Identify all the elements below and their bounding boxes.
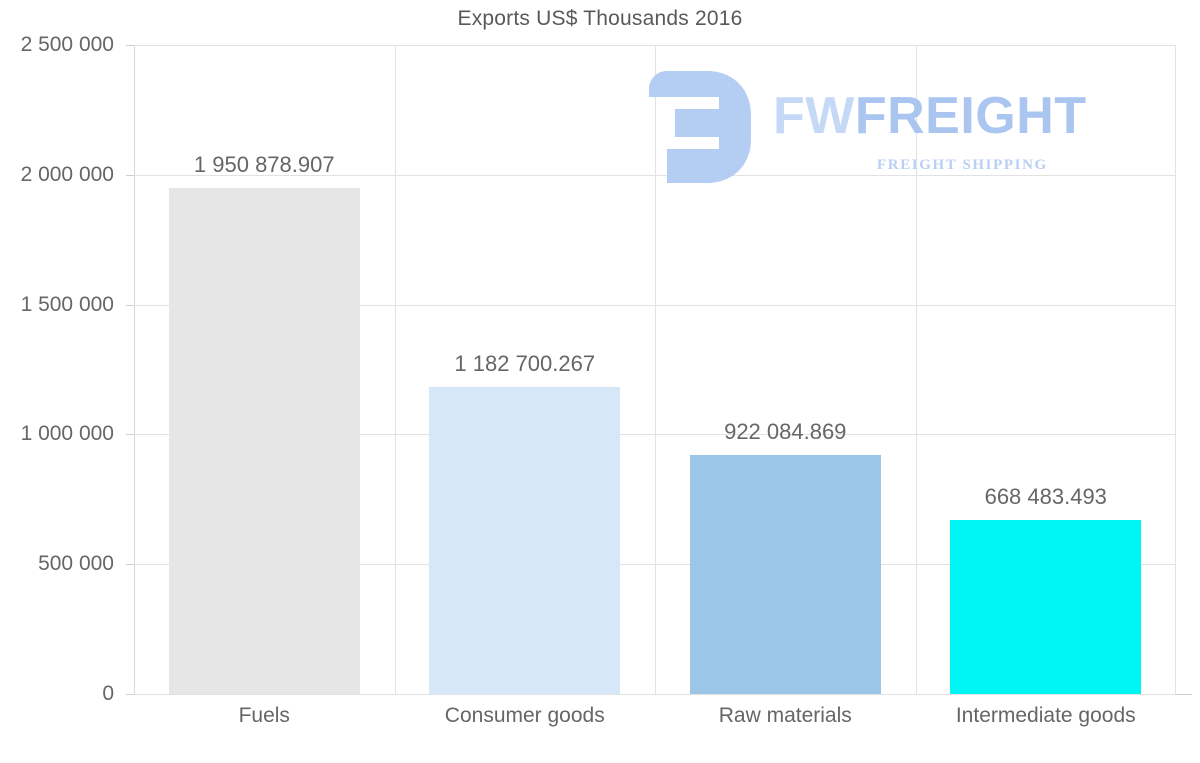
bar-value-label: 922 084.869 <box>724 418 847 444</box>
bar[interactable] <box>950 520 1142 694</box>
y-axis-tick-mark <box>126 174 134 176</box>
y-axis-tick-mark <box>126 694 134 695</box>
y-axis-tick-label: 0 <box>102 682 114 705</box>
x-axis-category-label: Intermediate goods <box>955 704 1136 727</box>
plot-area <box>134 45 1176 695</box>
y-axis-tick-label: 2 500 000 <box>20 33 114 56</box>
bar[interactable] <box>168 187 360 694</box>
chart-title: Exports US$ Thousands 2016 <box>457 7 743 30</box>
y-axis-tick-mark <box>126 564 134 566</box>
x-axis-category-label: Fuels <box>238 704 290 727</box>
y-axis-tick-label: 500 000 <box>38 552 114 576</box>
gridline-vertical <box>655 45 656 694</box>
y-axis-tick-mark <box>126 45 134 46</box>
bar[interactable] <box>689 454 881 694</box>
gridline-horizontal <box>134 694 1176 695</box>
y-axis-tick-label: 2 000 000 <box>20 162 114 186</box>
gridline-vertical <box>1175 45 1176 694</box>
bar[interactable] <box>429 386 621 694</box>
y-axis-tick-mark <box>126 434 134 436</box>
bar-value-label: 1 182 700.267 <box>454 350 596 376</box>
x-axis-category-label: Consumer goods <box>444 704 605 727</box>
y-axis-tick-label: 1 500 000 <box>20 292 114 316</box>
gridline-vertical <box>916 45 917 694</box>
x-axis-category-label: Raw materials <box>718 704 852 727</box>
bar-value-label: 1 950 878.907 <box>193 151 335 177</box>
gridline-vertical <box>395 45 396 694</box>
bar-value-label: 668 483.493 <box>984 484 1107 510</box>
y-axis-tick-label: 1 000 000 <box>20 422 114 446</box>
y-axis-line <box>134 45 135 695</box>
y-axis-tick-mark <box>126 304 134 306</box>
